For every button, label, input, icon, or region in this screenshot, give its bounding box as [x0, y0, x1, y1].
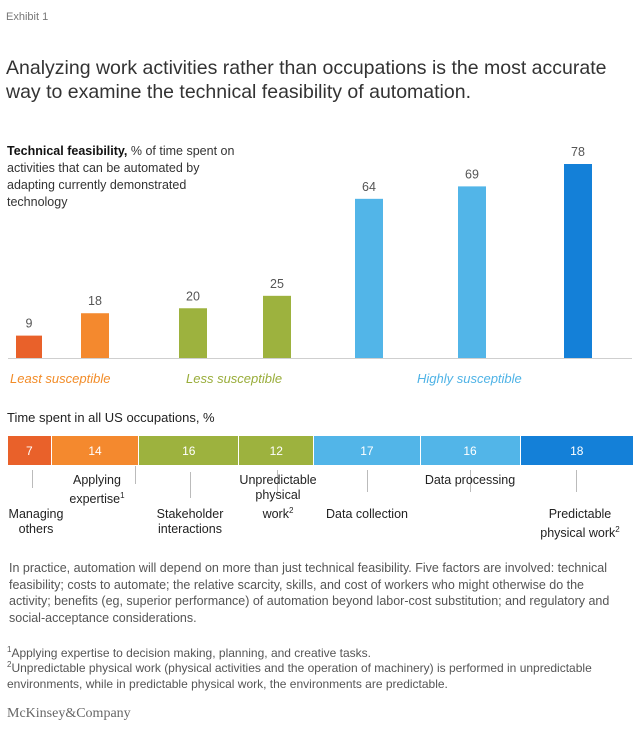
group-label-least: Least susceptible: [10, 371, 110, 386]
group-label-less: Less susceptible: [186, 371, 282, 386]
occupations-title: Time spent in all US occupations, %: [7, 410, 215, 425]
chart-description: Technical feasibility, % of time spent o…: [7, 143, 247, 211]
label-predictable-text: Predictable physical work: [540, 507, 616, 541]
label-applying-expertise: Applying expertise1: [62, 473, 132, 507]
exhibit-label: Exhibit 1: [6, 11, 49, 23]
bar-data-processing: [458, 186, 486, 358]
label-data-collection: Data collection: [326, 507, 408, 521]
tick-expertise: [135, 466, 136, 484]
strip-segment-6: 16: [420, 436, 521, 465]
tick-predictable: [576, 470, 577, 492]
label-unpredictable-text: Unpredictable physical work: [239, 473, 317, 522]
footnote-1-marker: 1: [7, 645, 12, 654]
bar-value-label: 18: [88, 294, 102, 308]
bar-predictable-physical-work: [564, 164, 592, 358]
strip-segment-7: 18: [520, 436, 633, 465]
brand-logo: McKinsey&Company: [7, 706, 131, 721]
label-unpredictable-physical-work: Unpredictable physical work2: [228, 473, 328, 522]
bar-value-label: 64: [362, 180, 376, 194]
bar-value-label: 78: [571, 145, 585, 159]
bar-value-label: 69: [465, 167, 479, 181]
time-spent-strip: 7 14 16 12 17 16 18: [8, 436, 633, 465]
footnote-2: 2Unpredictable physical work (physical a…: [7, 657, 632, 692]
group-label-highly: Highly susceptible: [417, 371, 522, 386]
bar-data-collection: [355, 198, 383, 358]
footnote-2-text: Unpredictable physical work (physical ac…: [7, 661, 592, 691]
bar-applying-expertise: [81, 313, 109, 358]
label-applying-expertise-sup: 1: [120, 491, 125, 500]
bar-value-label: 20: [186, 289, 200, 303]
strip-segment-4: 12: [239, 436, 315, 465]
strip-segment-1: 7: [8, 436, 52, 465]
tick-stakeholder: [190, 472, 191, 498]
label-unpredictable-sup: 2: [288, 506, 294, 515]
bar-stakeholder-interactions: [179, 308, 207, 358]
tick-data-processing: [470, 470, 471, 492]
feasibility-bar-chart: 9 18 20 25 64 69 78 Least susceptible Less susce…: [8, 145, 632, 386]
chart-description-rest: % of time spent on activities that can b…: [7, 144, 235, 209]
label-stakeholder-interactions: Stakeholder interactions: [156, 507, 224, 536]
tick-unpredictable: [277, 470, 278, 492]
strip-segment-5: 17: [314, 436, 421, 465]
label-data-processing: Data processing: [424, 473, 516, 487]
bar-value-label: 25: [270, 277, 284, 291]
bar-value-label: 9: [26, 317, 33, 331]
tick-data-collection: [367, 470, 368, 492]
label-managing-others: Managing others: [8, 507, 64, 536]
label-predictable-sup: 2: [615, 525, 620, 534]
bar-managing-others: [16, 335, 42, 358]
footnote-2-marker: 2: [7, 660, 12, 669]
tick-managing: [32, 470, 33, 488]
footnote-1-text: Applying expertise to decision making, p…: [11, 646, 371, 660]
label-applying-expertise-text: Applying expertise: [69, 473, 121, 507]
headline: Analyzing work activities rather than oc…: [6, 57, 607, 103]
strip-segment-2: 14: [51, 436, 140, 465]
chart-description-bold: Technical feasibility,: [7, 144, 128, 158]
strip-segment-3: 16: [139, 436, 240, 465]
practice-note: In practice, automation will depend on m…: [9, 561, 610, 625]
bar-unpredictable-physical-work: [263, 295, 291, 358]
footnote-1: 1Applying expertise to decision making, …: [7, 642, 632, 661]
label-predictable-physical-work: Predictable physical work2: [528, 507, 632, 541]
